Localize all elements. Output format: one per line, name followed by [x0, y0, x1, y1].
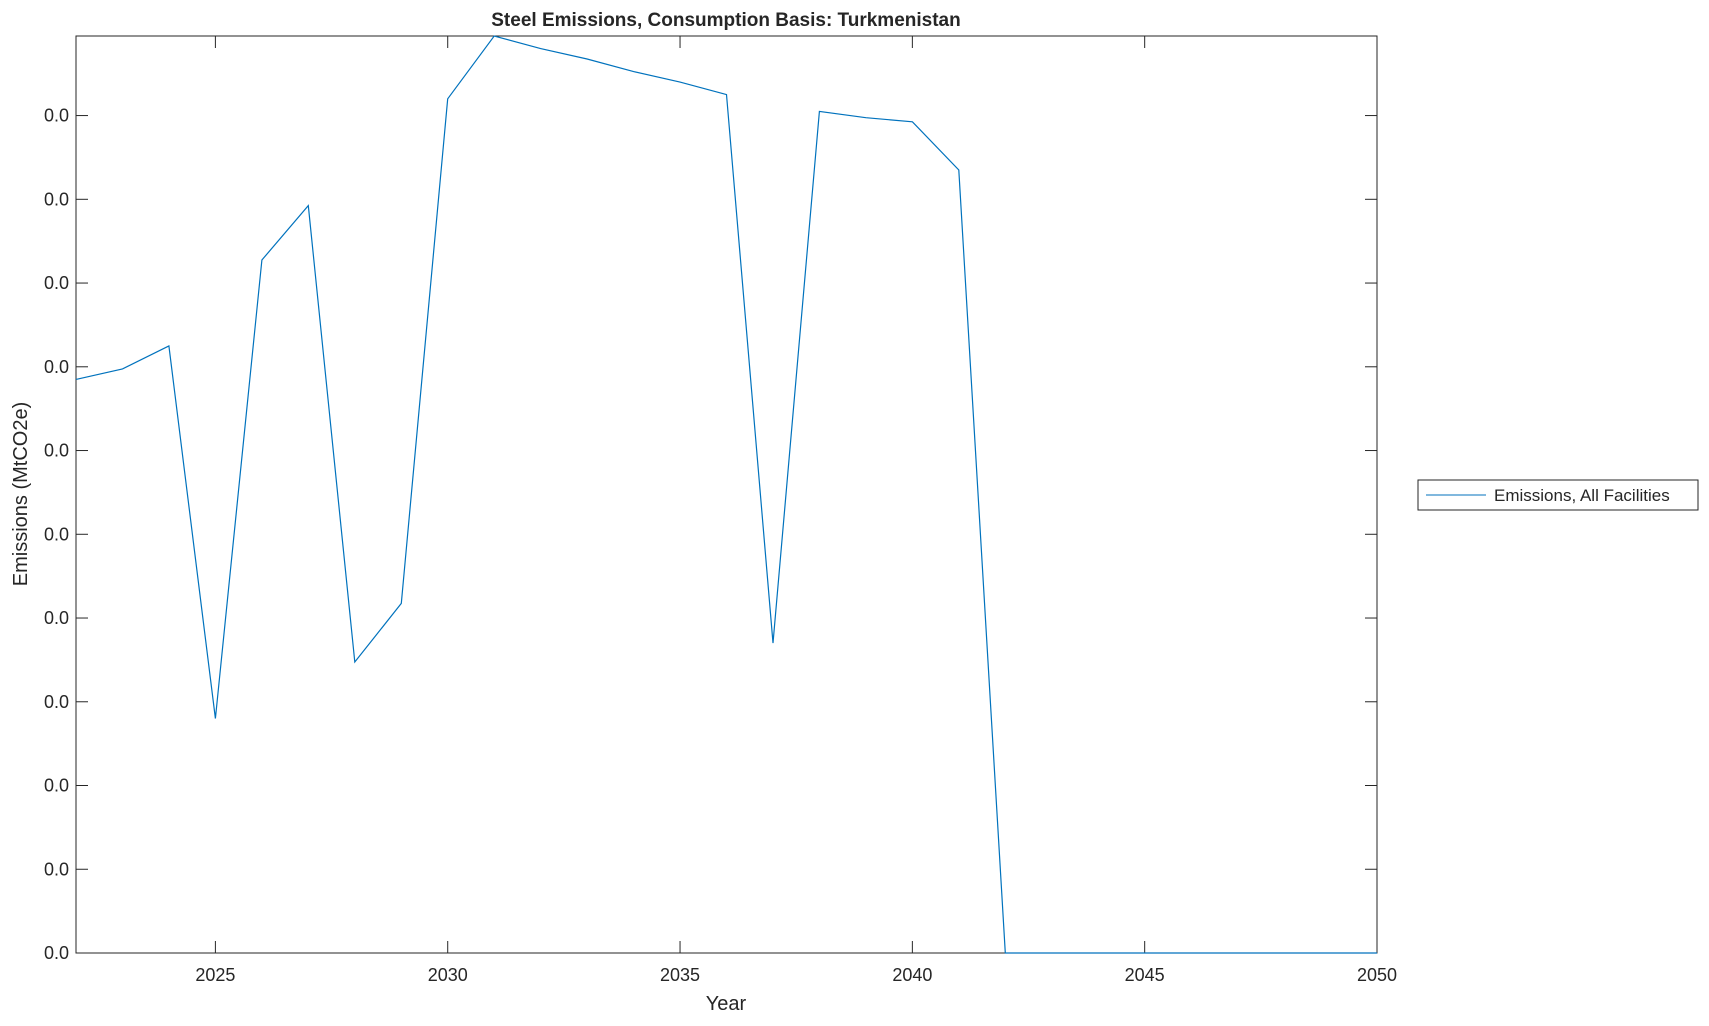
y-tick-label: 0.0: [44, 608, 69, 628]
x-tick-label: 2040: [892, 965, 932, 985]
x-tick-label: 2030: [428, 965, 468, 985]
x-tick-label: 2045: [1125, 965, 1165, 985]
y-axis-label: Emissions (MtCO2e): [10, 402, 32, 586]
y-tick-label: 0.0: [44, 776, 69, 796]
series-line: [75, 35, 1377, 954]
y-tick-label: 0.0: [44, 189, 69, 209]
y-tick-label: 0.0: [44, 943, 69, 963]
y-tick-label: 0.0: [44, 273, 69, 293]
x-tick-label: 2035: [660, 965, 700, 985]
legend-label: Emissions, All Facilities: [1494, 486, 1670, 505]
y-tick-label: 0.0: [44, 692, 69, 712]
y-tick-label: 0.0: [44, 441, 69, 461]
y-axis: 0.0 0.0 0.0 0.0 0.0 0.0 0.0 0.0 0.0 0.0 0.0: [44, 106, 1377, 963]
y-tick-label: 0.0: [44, 524, 69, 544]
y-tick-label: 0.0: [44, 106, 69, 126]
y-tick-label: 0.0: [44, 357, 69, 377]
legend: Emissions, All Facilities: [1417, 479, 1699, 511]
series-lines: [75, 35, 1377, 954]
y-tick-label: 0.0: [44, 859, 69, 879]
x-axis-label: Year: [706, 993, 747, 1015]
x-axis: 2025 2030 2035 2040 2045 2050: [195, 36, 1397, 985]
plot-area: [75, 35, 1378, 954]
x-tick-label: 2050: [1357, 965, 1397, 985]
chart-title: Steel Emissions, Consumption Basis: Turk…: [491, 10, 960, 31]
x-tick-label: 2025: [195, 965, 235, 985]
